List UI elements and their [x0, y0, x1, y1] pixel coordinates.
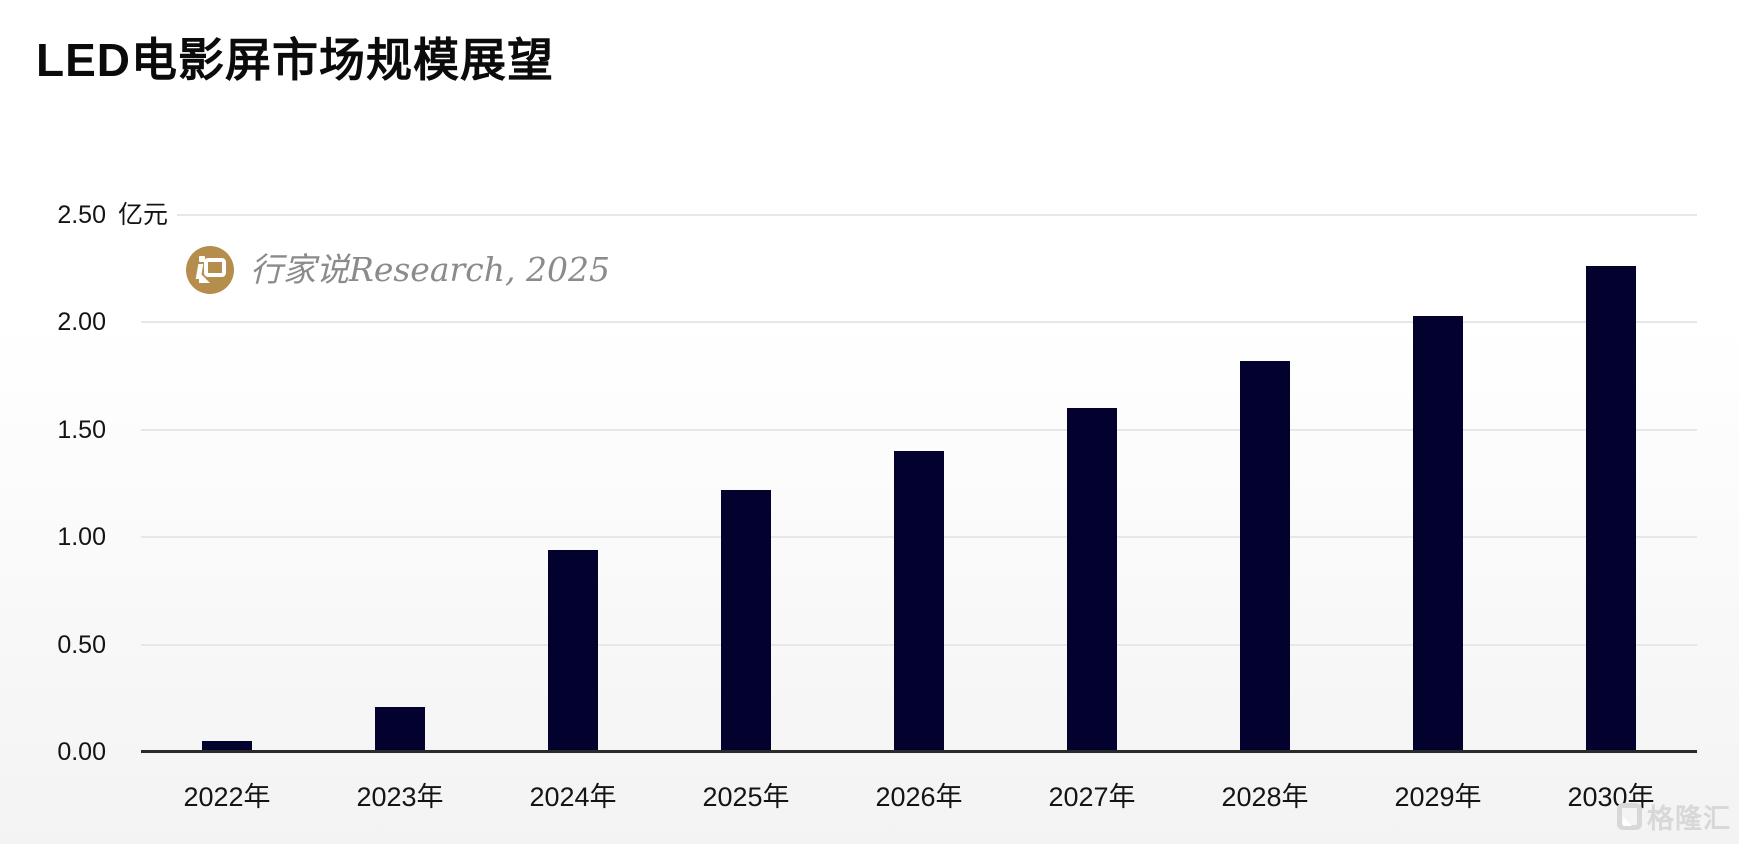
y-axis-tick-0.00: 0.00 [57, 738, 106, 766]
x-axis-tick-2024年: 2024年 [529, 782, 617, 812]
i-glyph-dot [199, 256, 205, 262]
brand-watermark-text: 格隆汇 [1647, 804, 1731, 834]
bar-2022年 [202, 741, 252, 750]
bar-2026年 [894, 451, 944, 750]
x-axis-tick-2027年: 2027年 [1048, 782, 1136, 812]
bar-2027年 [1067, 408, 1117, 750]
y-axis-tick-1.00: 1.00 [57, 523, 106, 551]
bar-2030年 [1586, 266, 1636, 750]
x-axis-tick-2026年: 2026年 [875, 782, 963, 812]
x-axis-line [141, 750, 1697, 753]
bar-2028年 [1240, 361, 1290, 750]
y-axis-tick-0.50: 0.50 [57, 631, 106, 659]
source-watermark-text: 行家说Research, 2025 [250, 250, 610, 289]
chart-title: LED电影屏市场规模展望 [36, 34, 554, 86]
y-axis-tick-2.50: 2.50 [57, 201, 106, 229]
x-axis-tick-2029年: 2029年 [1394, 782, 1482, 812]
hangjiashuo-gold-badge-icon [186, 246, 234, 294]
speech-bubble-icon [204, 258, 226, 277]
y-axis-unit-label: 亿元 [118, 201, 169, 229]
gridline-y-1.50 [141, 429, 1697, 431]
gelonghui-logo-icon [1617, 803, 1642, 830]
bar-2029年 [1413, 316, 1463, 750]
x-axis-tick-2028年: 2028年 [1221, 782, 1309, 812]
gridline-y-2.50 [177, 214, 1697, 216]
bar-2024年 [548, 550, 598, 750]
bar-2023年 [375, 707, 425, 750]
x-axis-tick-2022年: 2022年 [183, 782, 271, 812]
x-axis-tick-2023年: 2023年 [356, 782, 444, 812]
y-axis-tick-2.00: 2.00 [57, 308, 106, 336]
gridline-y-2.00 [141, 321, 1697, 323]
x-axis-tick-2025年: 2025年 [702, 782, 790, 812]
brand-watermark: 格隆汇 [1617, 797, 1731, 836]
bar-2025年 [721, 490, 771, 750]
y-axis-tick-1.50: 1.50 [57, 416, 106, 444]
gelonghui-logo-notch [1623, 817, 1632, 826]
